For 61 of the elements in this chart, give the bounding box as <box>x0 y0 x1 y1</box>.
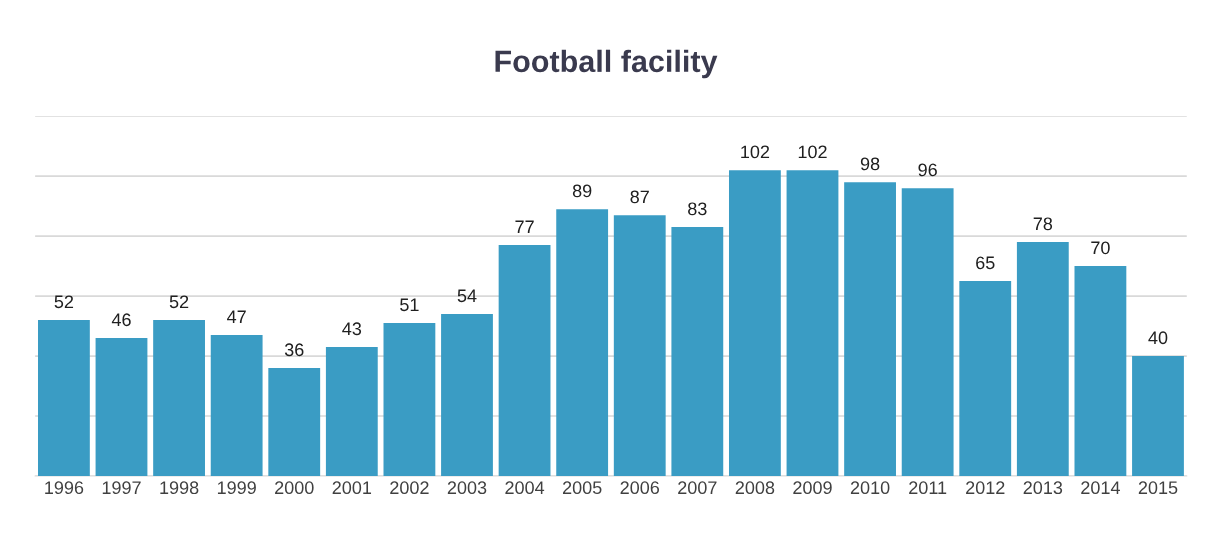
x-tick-label: 2007 <box>678 481 717 495</box>
bar <box>901 188 954 476</box>
data-label: 51 <box>400 298 419 312</box>
x-tick-label: 1997 <box>102 481 141 495</box>
data-label: 52 <box>169 295 189 309</box>
x-tick-label: 2008 <box>735 481 775 495</box>
x-tick-label: 2015 <box>1138 481 1178 495</box>
x-tick-label: 2003 <box>447 481 487 495</box>
x-tick-label: 2013 <box>1023 481 1063 495</box>
x-tick-label: 2005 <box>562 481 602 495</box>
data-label: 83 <box>688 202 707 216</box>
data-label: 87 <box>630 190 649 204</box>
chart-title: Football facility <box>495 49 718 79</box>
x-tick-label: 2009 <box>793 481 832 495</box>
data-label: 47 <box>227 310 246 323</box>
data-label: 98 <box>860 157 880 171</box>
bar <box>613 215 666 476</box>
data-label: 96 <box>918 163 937 177</box>
data-label: 52 <box>54 295 74 309</box>
bar <box>441 314 493 476</box>
bar <box>671 227 724 476</box>
x-tick-label: 1998 <box>160 481 199 495</box>
bar <box>38 320 90 476</box>
bar <box>153 320 205 476</box>
data-label: 43 <box>342 322 362 336</box>
bar <box>844 182 896 476</box>
data-label: 77 <box>515 220 534 234</box>
bar <box>1074 266 1127 476</box>
data-label: 36 <box>284 343 304 357</box>
bar <box>95 338 148 476</box>
bar <box>1016 242 1069 476</box>
data-label: 89 <box>572 184 592 198</box>
data-label: 54 <box>457 289 477 303</box>
bar <box>1132 356 1184 476</box>
x-tick-label: 2011 <box>909 481 947 495</box>
x-tick-label: 1999 <box>217 481 256 495</box>
data-label: 65 <box>976 256 995 270</box>
bar <box>210 335 263 476</box>
bar <box>728 170 781 476</box>
bar <box>325 347 378 476</box>
bar <box>383 323 436 476</box>
x-tick-label: 2001 <box>332 481 372 495</box>
x-tick-label: 1996 <box>45 481 84 495</box>
data-label: 40 <box>1148 331 1168 345</box>
bar <box>498 245 551 476</box>
bar <box>959 281 1012 476</box>
bar <box>786 170 839 476</box>
bar <box>268 368 321 476</box>
x-tick-label: 2006 <box>620 481 660 495</box>
data-label: 102 <box>741 145 770 159</box>
x-tick-label: 2002 <box>390 481 429 495</box>
x-tick-label: 2014 <box>1081 481 1120 495</box>
x-tick-label: 2010 <box>850 481 890 495</box>
x-tick-label: 2004 <box>505 481 545 495</box>
data-label: 102 <box>798 145 827 159</box>
x-tick-label: 2000 <box>275 481 314 495</box>
x-tick-label: 2012 <box>966 481 1005 495</box>
data-label: 46 <box>111 313 131 327</box>
data-label: 78 <box>1033 217 1053 231</box>
data-label: 70 <box>1091 241 1110 255</box>
bar <box>556 209 609 476</box>
